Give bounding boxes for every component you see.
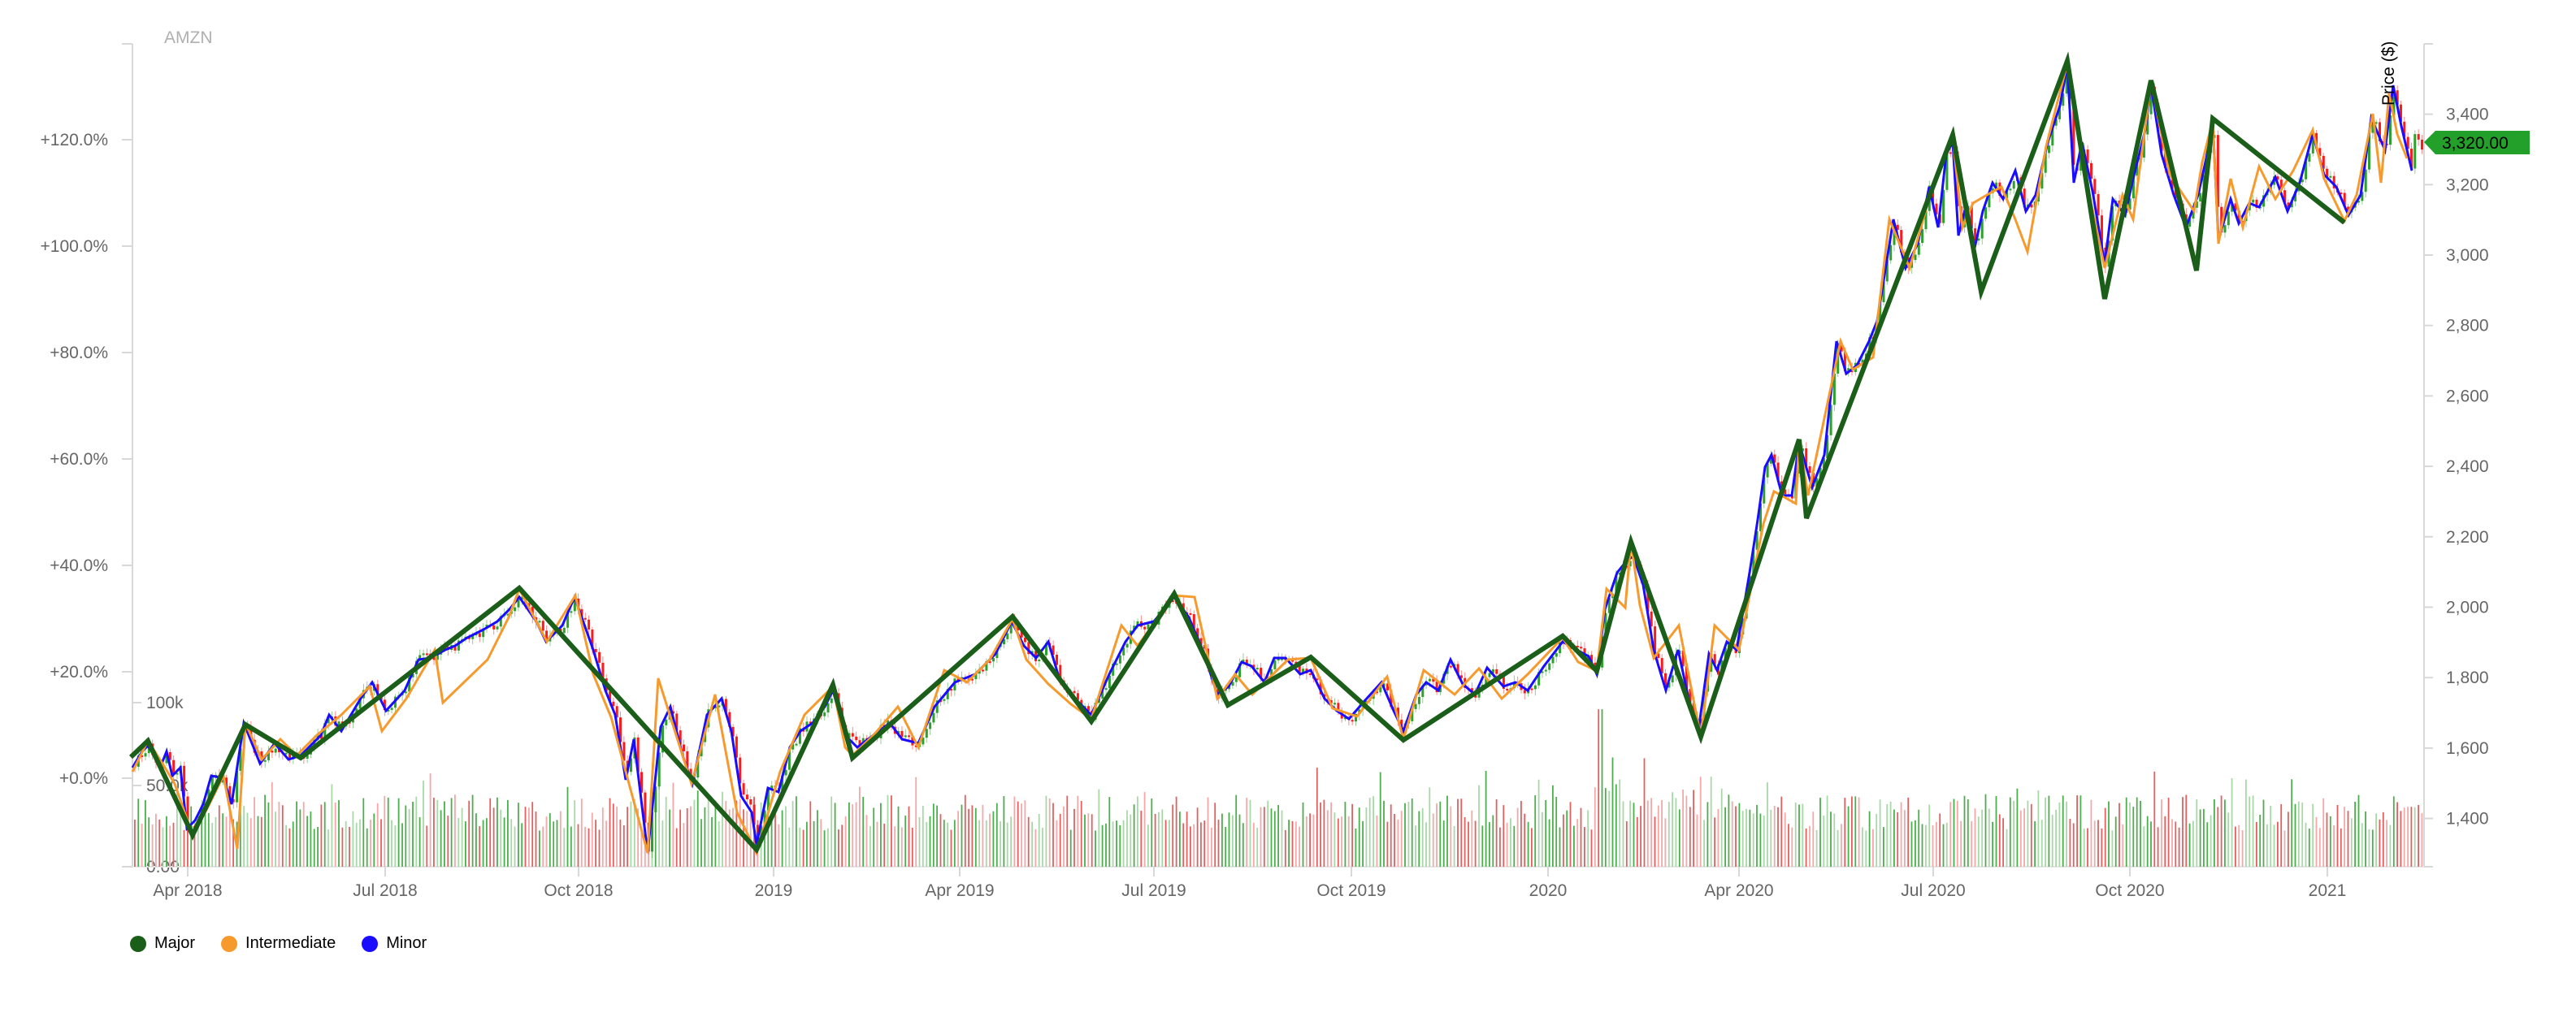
intermediate-dot-icon bbox=[221, 935, 238, 952]
volume-bars bbox=[134, 709, 2423, 867]
axes: +0.0% +20.0% +40.0% +60.0% +80.0% +100.0% +120… bbox=[41, 43, 2489, 900]
series-intermediate-line bbox=[131, 63, 2409, 857]
series-major-line bbox=[128, 51, 2346, 855]
legend-label-major: Major bbox=[154, 934, 196, 952]
legend: Major Intermediate Minor bbox=[130, 934, 453, 953]
left-axis-tick-label: +100.0% bbox=[41, 237, 109, 256]
legend-item-major[interactable]: Major bbox=[130, 934, 195, 953]
right-axis-tick-label: 2,200 bbox=[2446, 528, 2489, 547]
right-axis-tick-label: 3,400 bbox=[2446, 106, 2489, 124]
left-axis-tick-label: +20.0% bbox=[50, 663, 108, 682]
right-axis-title: Price ($) bbox=[2379, 41, 2398, 106]
legend-label-minor: Minor bbox=[386, 934, 427, 952]
x-axis-tick-label: Jul 2018 bbox=[353, 881, 417, 900]
right-axis-tick-label: 2,800 bbox=[2446, 317, 2489, 335]
last-price-value: 3,320.00 bbox=[2442, 134, 2509, 153]
x-axis-tick-label: Jul 2019 bbox=[1121, 881, 1186, 900]
x-axis-tick-label: Oct 2018 bbox=[544, 881, 613, 900]
x-axis-tick-label: 2019 bbox=[755, 881, 793, 900]
x-axis-tick-label: 2021 bbox=[2309, 881, 2347, 900]
left-axis-tick-label: +60.0% bbox=[50, 450, 108, 469]
legend-item-intermediate[interactable]: Intermediate bbox=[221, 934, 336, 953]
right-axis-tick-label: 2,000 bbox=[2446, 599, 2489, 617]
series-minor-line bbox=[131, 64, 2413, 854]
last-price-badge: 3,320.00 bbox=[2424, 131, 2530, 154]
x-axis-tick-label: Apr 2020 bbox=[1704, 881, 1773, 900]
right-axis-tick-label: 3,200 bbox=[2446, 175, 2489, 194]
left-axis-tick-label: +80.0% bbox=[50, 344, 108, 362]
right-axis-tick-label: 2,600 bbox=[2446, 387, 2489, 405]
volume-tick-label: 100k bbox=[146, 694, 184, 712]
left-axis-tick-label: +40.0% bbox=[50, 556, 108, 575]
legend-label-intermediate: Intermediate bbox=[245, 934, 336, 952]
x-axis-tick-label: Jul 2020 bbox=[1901, 881, 1965, 900]
price-candles bbox=[133, 70, 2423, 859]
right-axis-tick-label: 2,400 bbox=[2446, 457, 2489, 476]
right-axis-tick-label: 1,600 bbox=[2446, 739, 2489, 758]
left-axis-tick-label: +120.0% bbox=[41, 131, 109, 149]
right-axis-tick-label: 3,000 bbox=[2446, 246, 2489, 265]
left-axis-tick-label: +0.0% bbox=[59, 769, 108, 788]
x-axis-tick-label: Apr 2019 bbox=[925, 881, 994, 900]
major-dot-icon bbox=[130, 935, 146, 952]
x-axis-tick-label: Oct 2020 bbox=[2095, 881, 2164, 900]
legend-item-minor[interactable]: Minor bbox=[362, 934, 427, 953]
right-axis-tick-label: 1,400 bbox=[2446, 810, 2489, 829]
x-axis-tick-label: Apr 2018 bbox=[153, 881, 222, 900]
minor-dot-icon bbox=[362, 935, 379, 952]
zigzag-series bbox=[128, 51, 2413, 857]
right-axis-tick-label: 1,800 bbox=[2446, 669, 2489, 687]
x-axis-tick-label: Oct 2019 bbox=[1316, 881, 1386, 900]
x-axis-tick-label: 2020 bbox=[1529, 881, 1568, 900]
ticker-label: AMZN bbox=[164, 28, 213, 47]
